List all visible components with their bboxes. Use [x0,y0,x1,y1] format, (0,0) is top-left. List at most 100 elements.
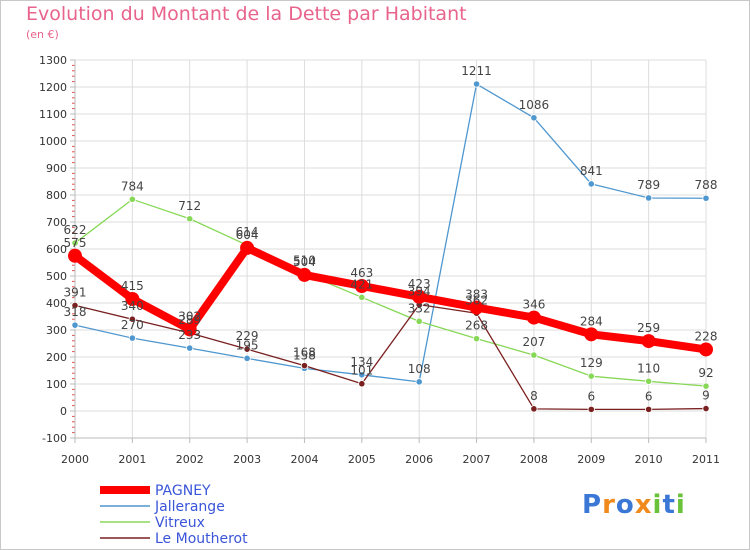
data-label: 423 [408,277,431,291]
data-point [128,334,136,342]
data-label: 6 [645,389,653,403]
y-tick-label: 300 [46,324,67,337]
data-label: 134 [350,355,373,369]
y-tick-label: 0 [60,405,67,418]
axes: -100 0 100 200 300 400 500 600 700 800 900 1000 1100… [39,54,720,466]
data-point [530,351,538,359]
data-point [128,195,136,203]
logo-letter: i [675,490,686,520]
data-point [300,362,309,370]
data-label: 394 [408,285,431,299]
data-point [243,354,251,362]
data-point [699,342,713,357]
data-point [71,301,79,310]
x-tick-label: 2001 [118,453,146,466]
data-label: 268 [465,319,488,333]
data-label: 841 [580,164,603,178]
data-label: 195 [236,338,259,352]
data-point [469,300,484,315]
x-tick-label: 2006 [405,453,433,466]
data-point [587,180,595,188]
grid-lines [74,59,707,439]
data-point [702,382,710,390]
y-tick-label: 1000 [39,135,67,148]
y-tick-label: 1300 [39,54,67,67]
data-label: 8 [530,389,538,403]
data-labels: 575 415 302 604 504 463 423 383 346 284 259 228 318 2… [64,64,718,403]
x-tick-label: 2010 [635,453,663,466]
data-label: 340 [121,299,144,313]
data-point [358,380,366,388]
y-tick-label: 200 [46,351,67,364]
logo-letter: t [662,490,676,520]
y-tick-label: 600 [46,243,67,256]
data-label: 9 [702,389,710,403]
series-line-vitreux [74,198,707,387]
y-tick-label: 1100 [39,108,67,121]
data-point [702,404,710,413]
legend-label: Jallerange [154,499,225,515]
data-label: 284 [580,314,603,328]
x-tick-label: 2009 [577,453,605,466]
data-point [358,371,366,379]
x-tick-label: 2000 [61,453,89,466]
data-label: 788 [695,178,718,192]
data-label: 604 [236,228,259,242]
logo-letter: r [602,490,616,520]
data-label: 207 [522,335,545,349]
data-point [125,291,140,306]
y-tick-label: 800 [46,189,67,202]
data-label: 302 [178,309,201,323]
x-tick-label: 2007 [463,453,491,466]
y-tick-label: 100 [46,378,67,391]
data-label: 712 [178,199,201,213]
data-label: 129 [580,356,603,370]
data-point [358,293,366,301]
series-line-pagney [71,243,710,354]
x-tick-label: 2004 [290,453,318,466]
data-point [645,405,653,413]
data-label: 504 [293,255,316,269]
data-label: 789 [637,178,660,192]
data-label: 289 [178,313,201,327]
data-label: 415 [121,279,144,293]
data-point [243,345,251,353]
data-point [186,344,194,352]
data-point [297,267,312,282]
data-point [702,194,710,202]
data-label: 6 [587,389,595,403]
x-tick-label: 2003 [233,453,261,466]
data-point [71,321,79,329]
y-tick-label: 500 [46,270,67,283]
data-point [68,248,82,263]
data-point [186,215,194,223]
data-label: 101 [350,364,373,378]
x-tick-label: 2002 [176,453,204,466]
data-label: 784 [121,179,144,193]
data-point [128,315,136,323]
data-point [645,377,653,385]
x-tick-label: 2005 [348,453,376,466]
data-point [71,239,79,247]
data-label: 158 [293,348,316,362]
data-label: 332 [408,301,431,315]
data-label: 270 [121,318,144,332]
chart-subtitle: (en €) [26,28,59,41]
data-label: 391 [64,285,87,299]
legend-label: PAGNEY [155,483,211,499]
data-label: 463 [350,266,373,280]
data-label: 168 [293,346,316,360]
data-label: 421 [350,277,373,291]
data-point [587,405,595,413]
series-line-le-moutherot [74,303,707,411]
data-point [584,327,599,342]
data-label: 229 [236,329,259,343]
proxiti-logo: Proxiti [582,490,686,520]
data-label: 110 [637,361,660,375]
data-label: 614 [236,225,259,239]
data-point [530,405,538,413]
chart-title: Evolution du Montant de la Dette par Hab… [26,3,467,25]
data-label: 622 [64,223,87,237]
data-point [415,378,423,386]
